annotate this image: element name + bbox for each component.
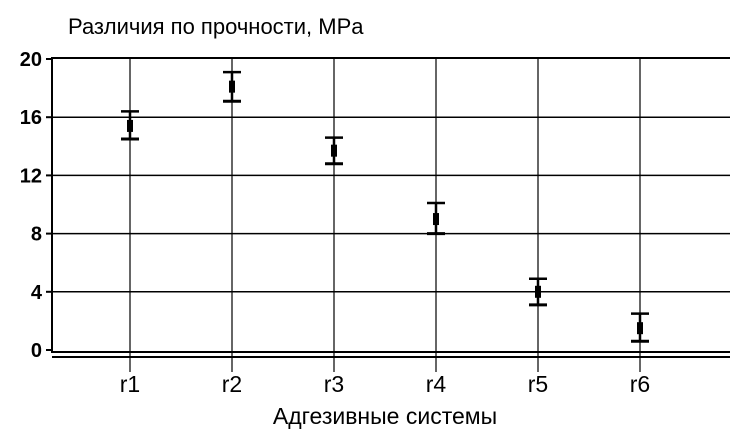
y-tick-label: 4	[31, 282, 43, 304]
x-tick-label: r2	[222, 371, 242, 397]
x-tick-label: r6	[630, 371, 650, 397]
mean-marker	[535, 285, 541, 298]
y-tick-label: 20	[20, 49, 42, 71]
x-tick-label: r5	[528, 371, 548, 397]
mean-marker	[331, 144, 337, 157]
mean-marker	[433, 213, 439, 226]
y-tick-label: 0	[31, 340, 42, 362]
x-axis-label: Адгезивные системы	[273, 403, 497, 429]
y-tick-label: 16	[20, 107, 42, 129]
mean-marker	[229, 80, 235, 93]
x-tick-label: r4	[426, 371, 447, 397]
mean-marker	[637, 322, 643, 335]
chart-title: Различия по прочности, MPa	[68, 14, 364, 39]
x-tick-label: r1	[120, 371, 140, 397]
plot-area: 0 4 8 12 16 20 r1 r2 r3 r4 r5 r6	[20, 49, 730, 397]
x-tick-label: r3	[324, 371, 344, 397]
mean-marker	[127, 119, 133, 132]
plot-frame	[51, 57, 730, 353]
y-tick-label: 8	[31, 224, 42, 246]
y-tick-label: 12	[20, 165, 42, 187]
